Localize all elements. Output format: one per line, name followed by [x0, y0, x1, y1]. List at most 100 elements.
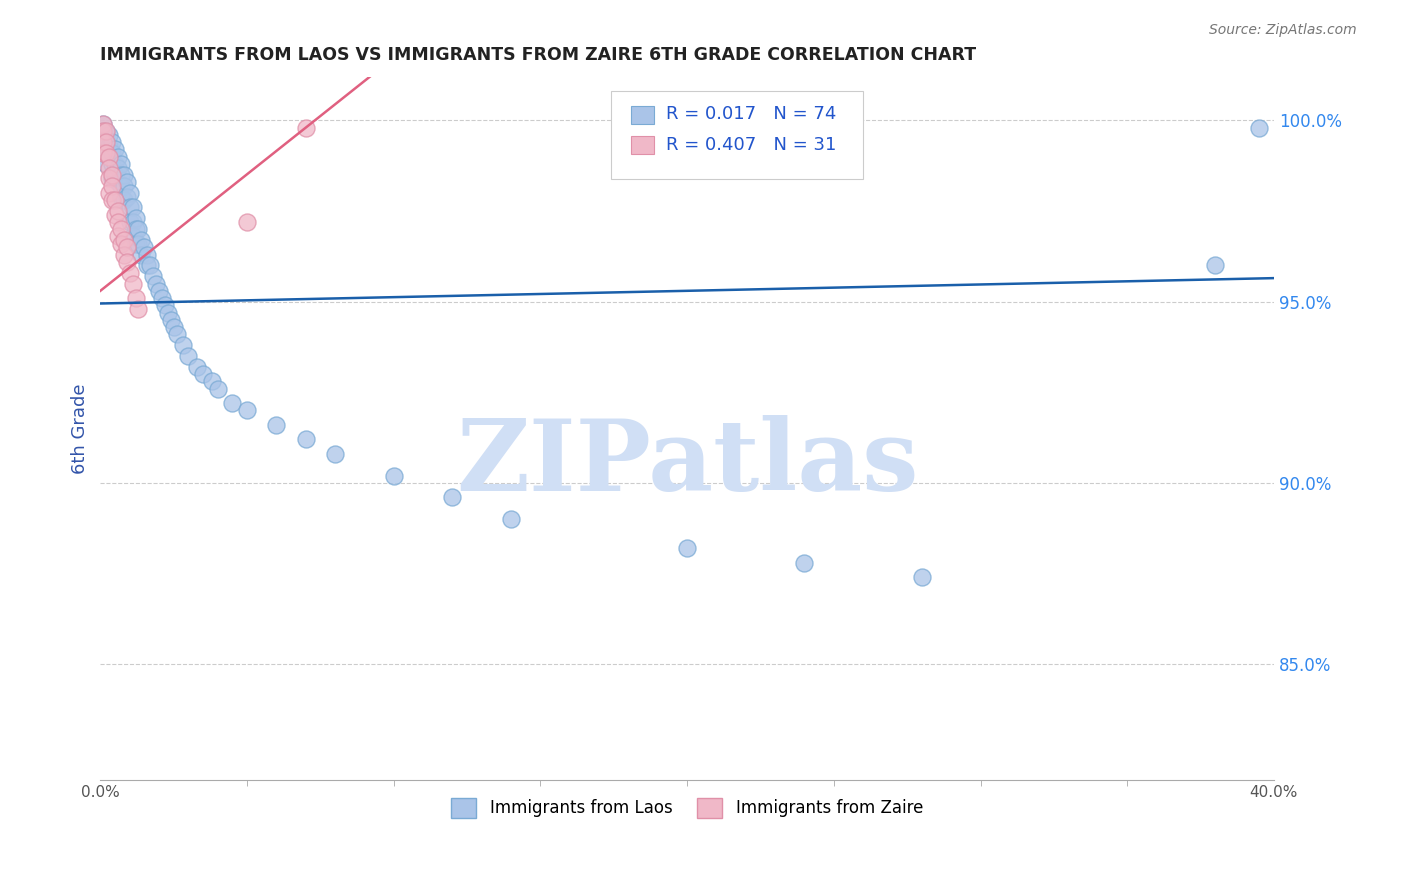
- Point: [150, 291, 173, 305]
- Point: [139, 259, 162, 273]
- Point: [91, 135, 114, 149]
- Point: [221, 396, 243, 410]
- Point: [104, 168, 127, 182]
- Point: [115, 255, 138, 269]
- Point: [121, 215, 143, 229]
- Point: [112, 233, 135, 247]
- Point: [107, 161, 129, 175]
- Point: [186, 359, 208, 374]
- Point: [156, 305, 179, 319]
- Point: [110, 157, 132, 171]
- Point: [118, 215, 141, 229]
- Point: [118, 201, 141, 215]
- Point: [236, 215, 259, 229]
- Point: [91, 124, 114, 138]
- Point: [91, 146, 114, 161]
- Point: [145, 277, 167, 291]
- Point: [1204, 259, 1226, 273]
- Point: [96, 135, 118, 149]
- Point: [110, 168, 132, 182]
- Point: [323, 447, 346, 461]
- Point: [98, 128, 121, 142]
- Point: [136, 247, 159, 261]
- Point: [96, 146, 118, 161]
- Point: [124, 211, 146, 226]
- Point: [793, 556, 815, 570]
- Point: [501, 512, 523, 526]
- Point: [110, 236, 132, 251]
- Point: [91, 124, 114, 138]
- Point: [91, 135, 114, 149]
- FancyBboxPatch shape: [631, 106, 654, 124]
- Point: [98, 150, 121, 164]
- Point: [128, 236, 150, 251]
- Point: [101, 146, 124, 161]
- Point: [98, 161, 121, 175]
- Point: [107, 215, 129, 229]
- Point: [134, 240, 156, 254]
- Point: [128, 301, 150, 316]
- Point: [124, 291, 146, 305]
- Point: [104, 157, 127, 171]
- Point: [124, 236, 146, 251]
- Point: [153, 298, 176, 312]
- Point: [121, 201, 143, 215]
- Point: [441, 491, 464, 505]
- Point: [104, 142, 127, 156]
- Point: [112, 178, 135, 193]
- Point: [124, 222, 146, 236]
- Point: [107, 175, 129, 189]
- Text: R = 0.017   N = 74: R = 0.017 N = 74: [666, 105, 837, 123]
- Point: [131, 247, 153, 261]
- Point: [148, 284, 170, 298]
- Point: [104, 193, 127, 207]
- Point: [115, 240, 138, 254]
- Point: [112, 193, 135, 207]
- Point: [294, 120, 316, 135]
- Point: [911, 570, 934, 584]
- Point: [115, 189, 138, 203]
- Point: [207, 382, 229, 396]
- Point: [91, 117, 114, 131]
- Y-axis label: 6th Grade: 6th Grade: [72, 384, 89, 474]
- Point: [110, 189, 132, 203]
- Point: [91, 117, 114, 131]
- Point: [101, 178, 124, 193]
- Point: [110, 222, 132, 236]
- FancyBboxPatch shape: [631, 136, 654, 154]
- Point: [131, 233, 153, 247]
- Point: [159, 313, 181, 327]
- Point: [201, 375, 224, 389]
- FancyBboxPatch shape: [610, 91, 863, 179]
- Text: Source: ZipAtlas.com: Source: ZipAtlas.com: [1209, 23, 1357, 37]
- Point: [98, 186, 121, 200]
- Point: [115, 175, 138, 189]
- Point: [101, 168, 124, 182]
- Point: [172, 338, 194, 352]
- Point: [98, 138, 121, 153]
- Point: [104, 208, 127, 222]
- Point: [191, 368, 214, 382]
- Point: [136, 259, 159, 273]
- Point: [96, 135, 118, 149]
- Text: R = 0.407   N = 31: R = 0.407 N = 31: [666, 136, 837, 154]
- Text: IMMIGRANTS FROM LAOS VS IMMIGRANTS FROM ZAIRE 6TH GRADE CORRELATION CHART: IMMIGRANTS FROM LAOS VS IMMIGRANTS FROM …: [100, 46, 977, 64]
- Point: [110, 178, 132, 193]
- Point: [107, 229, 129, 244]
- Point: [112, 247, 135, 261]
- Point: [382, 468, 405, 483]
- Point: [101, 157, 124, 171]
- Point: [1249, 120, 1271, 135]
- Point: [107, 150, 129, 164]
- Point: [118, 186, 141, 200]
- Point: [236, 403, 259, 417]
- Point: [96, 124, 118, 138]
- Point: [163, 320, 186, 334]
- Point: [266, 417, 288, 432]
- Point: [121, 229, 143, 244]
- Point: [101, 135, 124, 149]
- Point: [294, 433, 316, 447]
- Point: [128, 222, 150, 236]
- Point: [98, 171, 121, 186]
- Point: [96, 157, 118, 171]
